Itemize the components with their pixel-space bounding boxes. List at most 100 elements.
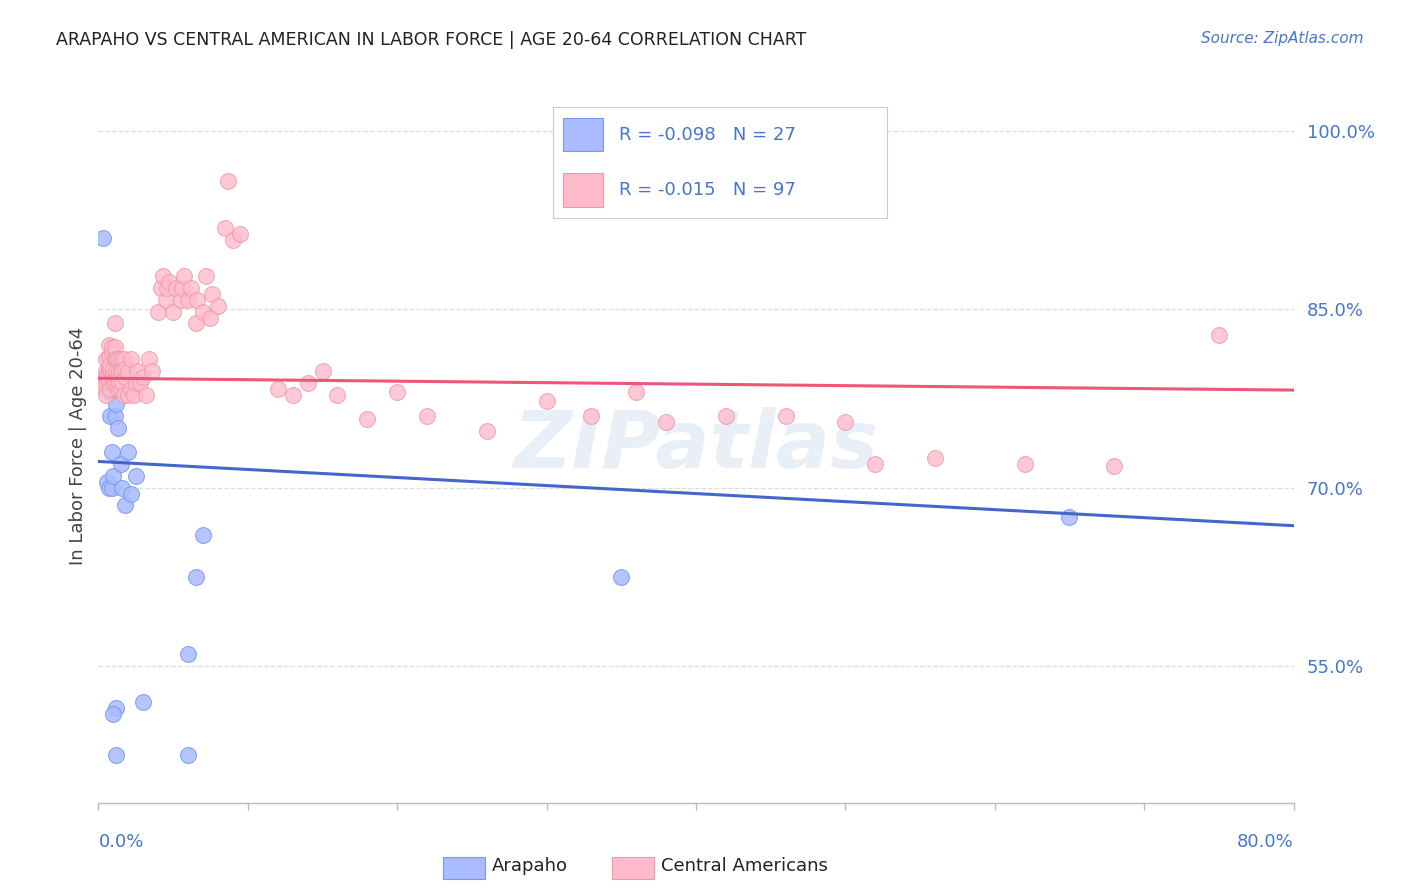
Point xyxy=(297,376,319,390)
Point xyxy=(120,352,142,367)
Point xyxy=(127,364,149,378)
Point xyxy=(110,382,132,396)
Point xyxy=(107,421,129,435)
Point xyxy=(104,340,127,354)
Point xyxy=(117,364,139,378)
Point xyxy=(96,475,118,489)
Y-axis label: In Labor Force | Age 20-64: In Labor Force | Age 20-64 xyxy=(69,326,87,566)
Point xyxy=(385,385,409,400)
Point xyxy=(124,388,146,402)
Point xyxy=(229,227,252,242)
Point xyxy=(714,409,737,424)
Point xyxy=(184,317,207,331)
Point xyxy=(214,221,236,235)
Point xyxy=(1014,457,1036,471)
Point xyxy=(610,570,633,584)
Point xyxy=(105,700,128,714)
Point xyxy=(93,379,115,393)
Point xyxy=(91,374,114,388)
Point xyxy=(97,350,120,364)
Point xyxy=(775,409,797,424)
Point xyxy=(416,409,439,424)
Point xyxy=(98,358,122,372)
Point xyxy=(120,486,142,500)
Point xyxy=(1059,510,1081,524)
Point xyxy=(326,388,349,402)
Point xyxy=(129,376,152,390)
Point xyxy=(101,445,124,459)
Point xyxy=(169,293,191,307)
Point xyxy=(103,361,125,376)
Point xyxy=(101,340,124,354)
Point xyxy=(117,388,139,402)
Point xyxy=(98,385,122,400)
Point xyxy=(120,382,142,396)
Point xyxy=(1208,328,1230,343)
Point xyxy=(626,385,648,400)
Point xyxy=(157,275,180,289)
Point xyxy=(96,370,118,384)
Point xyxy=(152,268,174,283)
Point xyxy=(97,361,120,376)
Point xyxy=(536,393,558,408)
Text: Arapaho: Arapaho xyxy=(492,857,568,875)
Point xyxy=(98,409,122,424)
Point xyxy=(114,370,136,384)
Point xyxy=(267,382,290,396)
Point xyxy=(93,376,115,390)
Point xyxy=(165,281,187,295)
Text: Central Americans: Central Americans xyxy=(661,857,828,875)
Text: Source: ZipAtlas.com: Source: ZipAtlas.com xyxy=(1201,31,1364,46)
Point xyxy=(222,233,245,247)
Point xyxy=(177,748,200,763)
Point xyxy=(108,376,131,390)
Point xyxy=(311,364,333,378)
Point xyxy=(655,415,678,429)
Point xyxy=(94,364,117,378)
Point xyxy=(101,481,124,495)
Point xyxy=(156,281,179,295)
Point xyxy=(101,346,124,360)
Point xyxy=(475,424,498,438)
Point xyxy=(117,445,139,459)
Point xyxy=(865,457,887,471)
Point xyxy=(105,397,128,411)
Point xyxy=(112,388,135,402)
Text: ARAPAHO VS CENTRAL AMERICAN IN LABOR FORCE | AGE 20-64 CORRELATION CHART: ARAPAHO VS CENTRAL AMERICAN IN LABOR FOR… xyxy=(56,31,807,49)
Point xyxy=(173,268,195,283)
Point xyxy=(834,415,856,429)
Point xyxy=(155,293,177,307)
Point xyxy=(105,748,128,763)
Point xyxy=(94,388,117,402)
Point xyxy=(186,293,208,307)
Point xyxy=(217,174,239,188)
Point xyxy=(97,338,120,352)
Point xyxy=(191,304,214,318)
Point xyxy=(108,364,131,378)
Point xyxy=(98,382,122,396)
Point xyxy=(107,370,129,384)
Point xyxy=(132,695,155,709)
Point xyxy=(207,299,229,313)
Point xyxy=(184,570,207,584)
Point xyxy=(162,304,184,318)
Point xyxy=(103,370,125,384)
Point xyxy=(148,304,170,318)
Point xyxy=(191,528,214,542)
Point xyxy=(94,352,117,367)
Point xyxy=(104,352,127,367)
Point xyxy=(98,361,122,376)
Point xyxy=(114,361,136,376)
Point xyxy=(103,376,125,390)
Text: ZIPatlas: ZIPatlas xyxy=(513,407,879,485)
Point xyxy=(200,310,222,325)
Point xyxy=(138,352,160,367)
Point xyxy=(581,409,603,424)
Point xyxy=(356,411,378,425)
Point xyxy=(125,468,148,483)
Point xyxy=(104,409,127,424)
Point xyxy=(103,468,125,483)
Point xyxy=(172,281,194,295)
Point xyxy=(105,352,128,367)
Point xyxy=(132,370,155,384)
